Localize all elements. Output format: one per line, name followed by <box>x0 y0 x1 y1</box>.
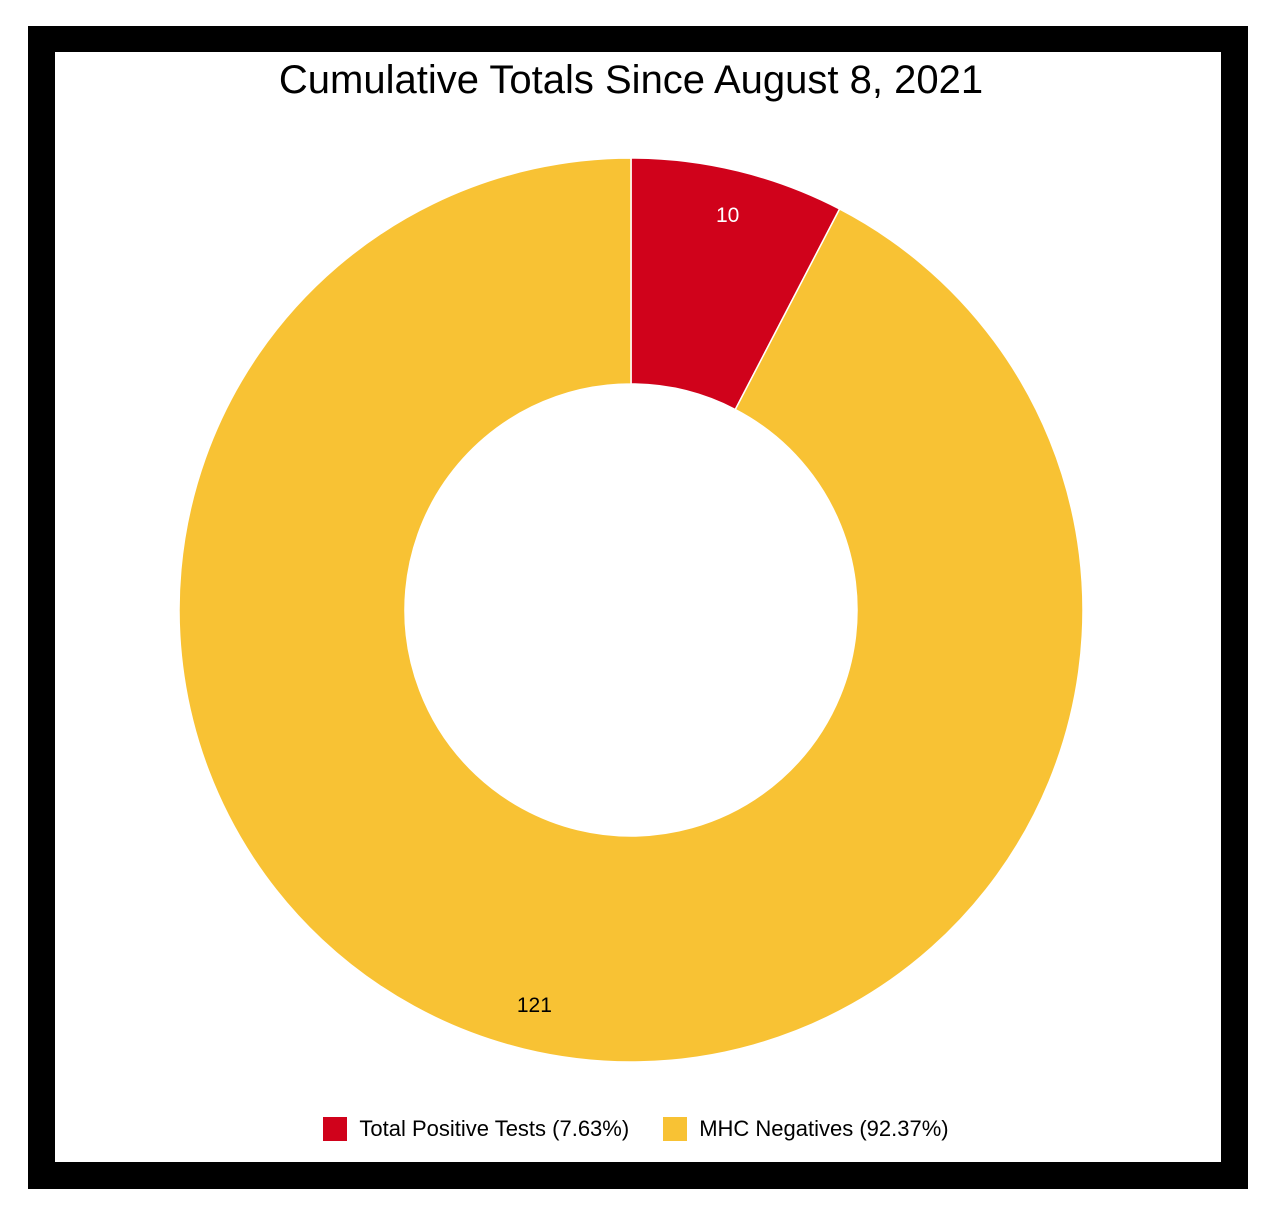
legend-swatch-negatives <box>663 1117 688 1141</box>
chart-title: Cumulative Totals Since August 8, 2021 <box>278 58 984 102</box>
legend-label-positive: Total Positive Tests (7.63%) <box>359 1116 630 1141</box>
legend: Total Positive Tests (7.63%) MHC Negativ… <box>53 1116 1219 1142</box>
slice-value-label: 121 <box>517 994 552 1017</box>
chart-panel: Cumulative Totals Since August 8, 2021 1… <box>55 52 1221 1162</box>
legend-item-positive[interactable]: Total Positive Tests (7.63%) <box>323 1116 629 1142</box>
legend-label-negatives: MHC Negatives (92.37%) <box>699 1116 949 1141</box>
donut-chart: 10 121 <box>178 157 1084 1063</box>
legend-item-negatives[interactable]: MHC Negatives (92.37%) <box>663 1116 949 1142</box>
slice-value-label: 10 <box>716 204 739 227</box>
slice-mhc-negatives[interactable] <box>178 157 1084 1063</box>
legend-swatch-positive <box>323 1117 348 1141</box>
